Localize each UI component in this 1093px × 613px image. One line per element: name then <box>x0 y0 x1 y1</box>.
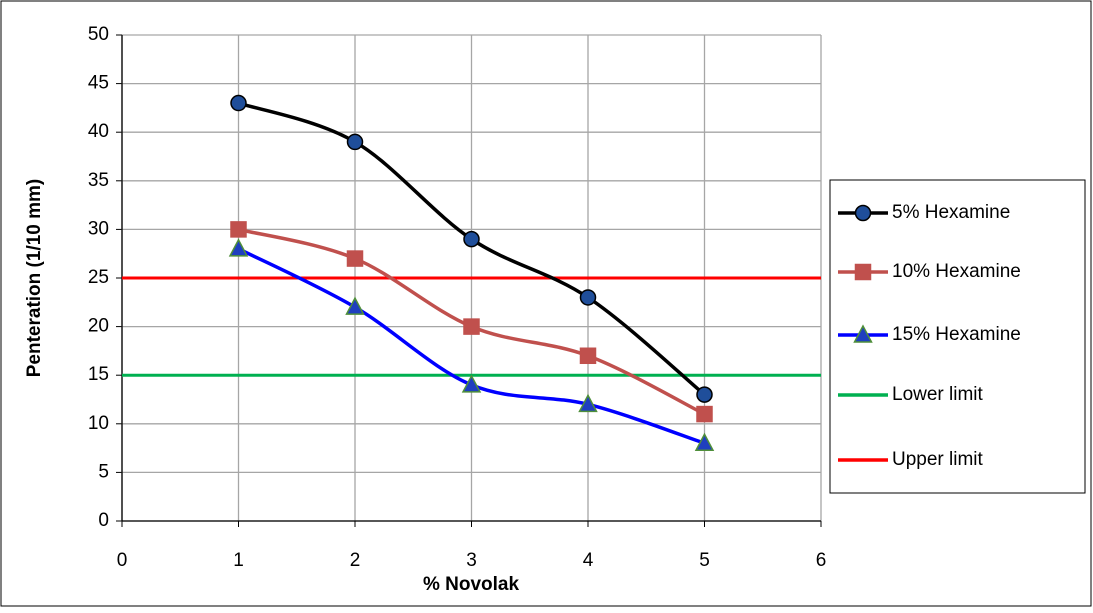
y-tick-label: 5 <box>98 461 109 482</box>
marker <box>346 133 364 151</box>
x-tick-label: 2 <box>350 550 361 571</box>
marker <box>694 432 715 451</box>
legend-label: Lower limit <box>892 384 984 405</box>
y-tick-label: 40 <box>88 121 109 142</box>
x-tick-label: 3 <box>466 550 477 571</box>
legend-marker <box>854 204 872 222</box>
x-tick-label: 5 <box>699 550 710 571</box>
marker <box>461 374 482 393</box>
marker <box>228 238 249 257</box>
y-tick-label: 20 <box>88 316 109 337</box>
marker <box>345 296 365 315</box>
legend-label: 15% Hexamine <box>892 324 1021 345</box>
x-tick-label: 1 <box>233 550 244 571</box>
marker <box>696 386 713 403</box>
y-tick-label: 10 <box>88 413 109 434</box>
y-axis-label: Penteration (1/10 mm) <box>24 179 45 378</box>
x-axis-label: % Novolak <box>423 574 520 595</box>
legend-label: Upper limit <box>892 449 984 470</box>
y-tick-label: 30 <box>88 218 109 239</box>
marker <box>346 250 364 267</box>
legend: 5% Hexamine 10% Hexamine 15% Hexamine Lower… <box>829 179 1086 494</box>
legend-marker <box>853 324 873 343</box>
y-tick-label: 45 <box>88 73 109 94</box>
x-tick-label: 0 <box>117 550 128 571</box>
marker <box>230 221 247 238</box>
y-tick-label: 15 <box>88 364 109 385</box>
marker <box>579 289 597 306</box>
marker <box>230 94 247 112</box>
marker <box>579 347 597 365</box>
x-tick-label: 4 <box>583 550 594 571</box>
marker <box>696 405 713 423</box>
marker <box>463 230 480 248</box>
y-tick-label: 0 <box>98 510 109 531</box>
legend-label: 5% Hexamine <box>892 202 1010 223</box>
y-tick-label: 25 <box>88 267 109 288</box>
marker <box>463 318 480 335</box>
y-tick-label: 35 <box>88 170 109 191</box>
legend-marker <box>854 263 872 281</box>
legend-label: 10% Hexamine <box>892 261 1021 282</box>
y-tick-label: 50 <box>88 24 109 45</box>
x-tick-label: 6 <box>816 550 827 571</box>
marker <box>578 393 598 413</box>
